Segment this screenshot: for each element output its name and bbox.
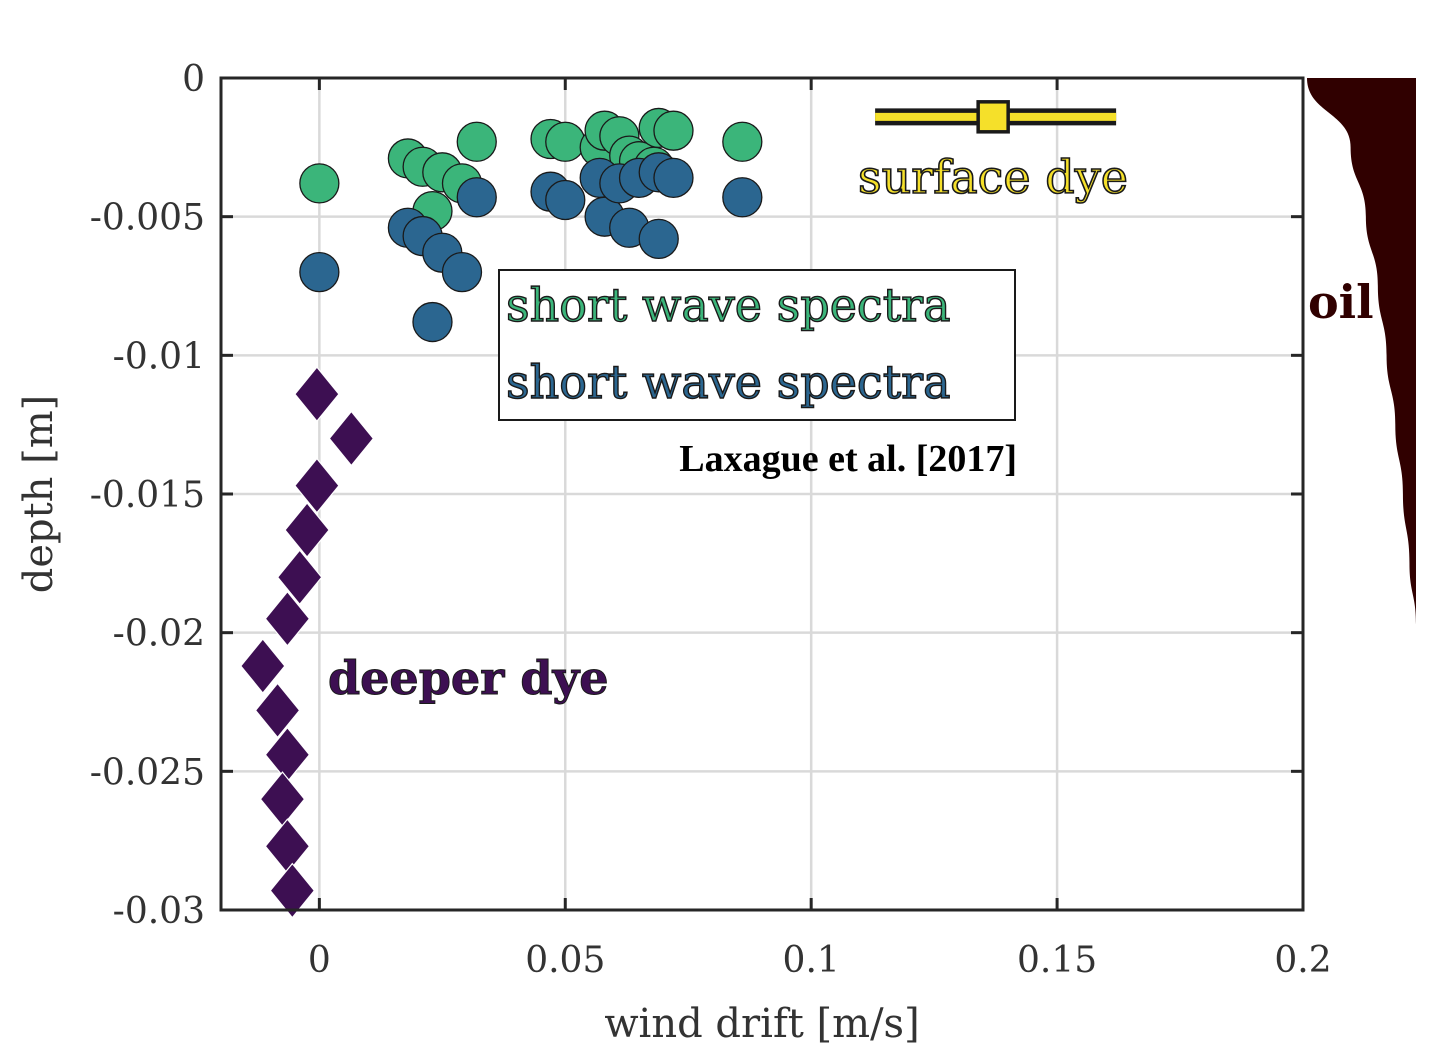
- y-tick-label: -0.02: [113, 614, 205, 655]
- data-point-diamond: [284, 502, 330, 559]
- y-tick-label: -0.005: [90, 198, 205, 239]
- data-point-circle: [299, 251, 340, 293]
- x-tick-label: 0: [308, 940, 331, 981]
- data-point-circle: [456, 177, 497, 218]
- series-3: [240, 366, 375, 919]
- oil-profile: [1307, 78, 1416, 625]
- surface-dye-marker: [875, 100, 1117, 134]
- data-point-diamond: [264, 590, 311, 647]
- y-axis-title: depth [m]: [16, 395, 62, 594]
- data-point-diamond: [294, 366, 340, 423]
- x-tick-label: 0.2: [1274, 940, 1331, 981]
- legend-box: [498, 269, 1016, 421]
- surface-dye-square: [976, 100, 1010, 134]
- data-point-circle: [299, 163, 340, 204]
- reference-label: Laxague et al. [2017]: [679, 438, 1017, 480]
- y-tick-label: -0.01: [113, 336, 205, 377]
- data-point-circle: [722, 177, 763, 218]
- tick-labels: 0 0.05 0.1 0.15 0.2 0 -0.005 -0.01 -0.015 -0.02 -0…: [90, 59, 1332, 981]
- data-point-diamond: [269, 862, 316, 919]
- data-point-circle: [653, 110, 694, 151]
- data-point-diamond: [328, 410, 375, 467]
- axes-frame: [219, 76, 1305, 912]
- data-point-circle: [653, 157, 694, 198]
- data-point-circle: [456, 121, 497, 162]
- x-tick-label: 0.1: [783, 940, 840, 981]
- legend-blue-label: short wave spectra: [506, 355, 951, 409]
- y-tick-label: -0.015: [90, 475, 205, 516]
- y-tick-label: 0: [182, 59, 205, 100]
- legend-green-label: short wave spectra: [506, 278, 951, 332]
- data-point-circle: [545, 121, 586, 162]
- data-point-diamond: [240, 637, 286, 694]
- y-tick-label: -0.025: [90, 752, 205, 793]
- data-point-diamond: [254, 682, 301, 739]
- y-tick-label: -0.03: [113, 891, 205, 932]
- deeper-dye-label: deeper dye: [328, 651, 609, 705]
- series-2: [299, 152, 763, 343]
- oil-label: oil: [1308, 275, 1374, 329]
- x-tick-label: 0.15: [1017, 940, 1097, 981]
- x-tick-label: 0.05: [525, 940, 605, 981]
- data-point-circle: [441, 251, 483, 293]
- x-axis-title: wind drift [m/s]: [604, 1001, 919, 1047]
- data-point-circle: [545, 179, 586, 221]
- data-point-circle: [722, 121, 763, 162]
- surface-dye-label: surface dye: [858, 150, 1128, 204]
- data-point-circle: [412, 301, 453, 343]
- data-marks: [240, 107, 763, 919]
- data-point-diamond: [276, 549, 323, 606]
- series-1: [299, 107, 763, 232]
- data-point-diamond: [294, 457, 340, 514]
- data-point-circle: [638, 218, 679, 260]
